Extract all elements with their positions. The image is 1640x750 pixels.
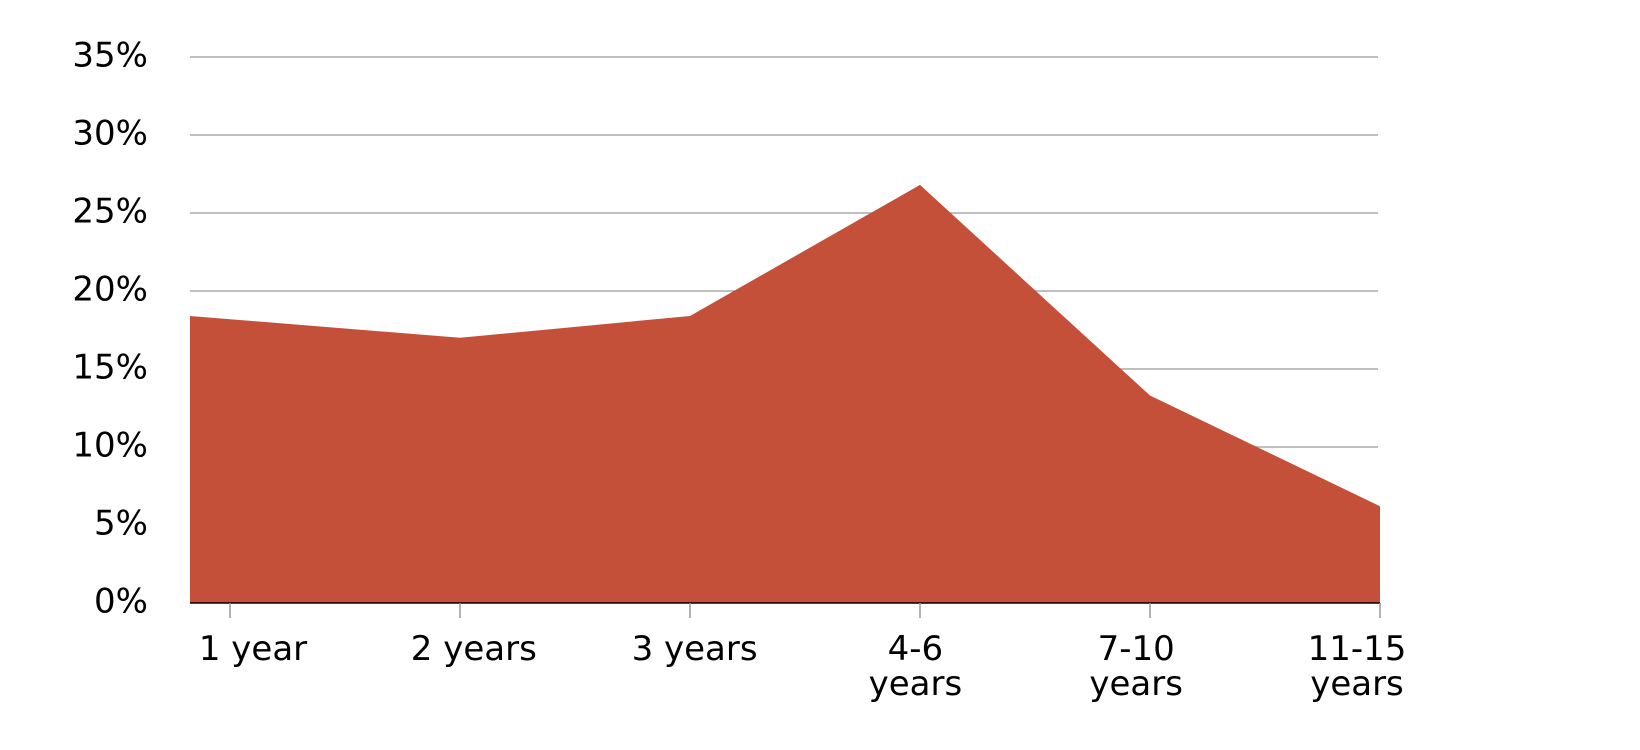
x-tick-label: 4-6 years [868, 629, 963, 704]
y-tick-label: 25% [72, 192, 148, 232]
y-tick-label: 35% [72, 36, 148, 76]
x-tick-label: 1 year [198, 629, 308, 669]
y-tick-label: 20% [72, 270, 148, 310]
y-tick-label: 15% [72, 348, 148, 388]
y-tick-label: 30% [72, 114, 148, 154]
y-tick-label: 10% [72, 426, 148, 466]
x-tick-label: 11-15 years [1307, 629, 1407, 704]
y-tick-label: 0% [94, 582, 148, 622]
y-tick-label: 5% [94, 504, 148, 544]
area [190, 184, 1380, 604]
x-tick-label: 7-10 years [1089, 629, 1183, 704]
x-tick-label: 2 years [410, 629, 537, 669]
x-tick-label: 3 years [631, 629, 758, 669]
